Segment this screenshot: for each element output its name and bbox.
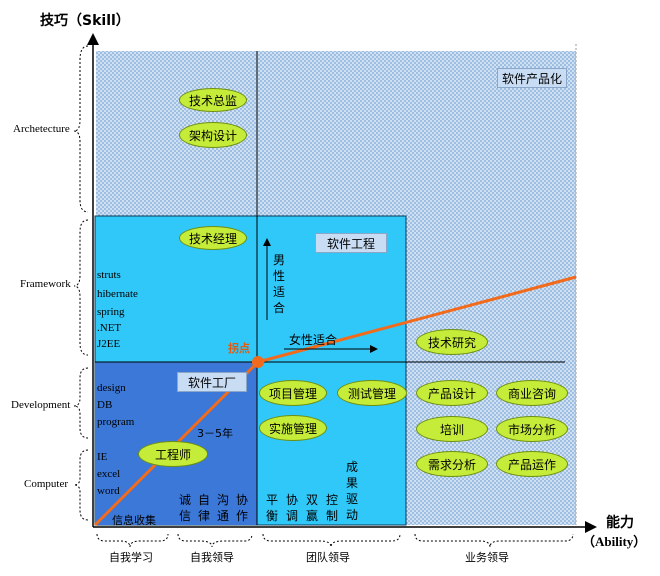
stage-business-leading: 业务领导: [465, 551, 509, 564]
development-item: program: [97, 416, 135, 428]
brace-business-leading: [414, 533, 574, 548]
self-lead-pair: 沟通: [216, 493, 229, 523]
team-lead-pair: 双赢: [305, 493, 318, 523]
pill-engineer: 工程师: [138, 441, 208, 467]
framework-item: spring: [97, 306, 125, 318]
development-item: design: [97, 382, 126, 394]
self-lead-pair: 协作: [235, 493, 248, 523]
level-archetecture: Archetecture: [13, 123, 70, 135]
growth-line-flat: [257, 275, 577, 364]
pill-training: 培训: [416, 416, 488, 442]
self-lead-pair: 自律: [197, 493, 210, 523]
brace-self-learning: [96, 533, 169, 548]
framework-item: J2EE: [97, 338, 121, 350]
pill-tech-manager: 技术经理: [179, 226, 247, 250]
brace-development: [73, 367, 89, 439]
pill-test-management: 测试管理: [337, 380, 407, 406]
info-collection-label: 信息收集: [112, 514, 156, 527]
computer-item: word: [97, 485, 120, 497]
team-lead-pair: 成果驱动: [345, 460, 358, 522]
pill-business-consulting: 商业咨询: [496, 380, 568, 406]
pill-project-management: 项目管理: [259, 380, 327, 406]
brace-team-leading: [262, 533, 401, 548]
self-lead-pair: 诚信: [178, 493, 191, 523]
pill-product-design: 产品设计: [416, 380, 488, 406]
brace-archetecture: [73, 45, 89, 213]
software-factory-tag: 软件工厂: [177, 372, 247, 392]
pill-product-operation: 产品运作: [496, 451, 568, 477]
computer-item: excel: [97, 468, 121, 480]
computer-item: IE: [97, 451, 108, 463]
framework-item: struts: [97, 269, 121, 281]
x-axis-title-line1: 能力: [606, 515, 634, 531]
framework-item: .NET: [97, 322, 122, 334]
pill-implementation-management: 实施管理: [259, 415, 327, 441]
brace-framework: [73, 219, 89, 356]
software-engineering-tag: 软件工程: [315, 233, 387, 253]
female-suited-label: 女性适合: [289, 333, 338, 347]
stage-self-leading: 自我领导: [190, 551, 234, 564]
pill-market-analysis: 市场分析: [496, 416, 568, 442]
software-product-tag: 软件产品化: [497, 68, 567, 88]
level-framework: Framework: [20, 278, 71, 290]
male-suited-label: 男性适合: [272, 253, 285, 315]
pill-tech-director: 技术总监: [179, 88, 247, 112]
brace-self-leading: [177, 533, 253, 548]
level-computer: Computer: [24, 478, 68, 490]
team-lead-pair: 协调: [285, 493, 298, 523]
team-lead-pair: 平衡: [265, 493, 278, 523]
stage-team-leading: 团队领导: [306, 551, 350, 564]
inflection-point-dot: [252, 356, 264, 368]
pill-tech-research: 技术研究: [416, 329, 488, 355]
x-axis-title-line2: （Ability）: [582, 534, 647, 549]
pill-architecture-design: 架构设计: [179, 122, 247, 148]
pill-requirement-analysis: 需求分析: [416, 451, 488, 477]
brace-computer: [73, 449, 89, 521]
framework-item: hibernate: [97, 288, 138, 300]
level-development: Development: [11, 399, 71, 411]
years-label: 3－5年: [197, 427, 233, 440]
development-item: DB: [97, 399, 113, 411]
team-lead-pair: 控制: [325, 493, 338, 523]
stage-self-learning: 自我学习: [109, 551, 153, 564]
y-axis-title: 技巧（Skill）: [40, 13, 130, 29]
inflection-label: 拐点: [228, 342, 250, 355]
